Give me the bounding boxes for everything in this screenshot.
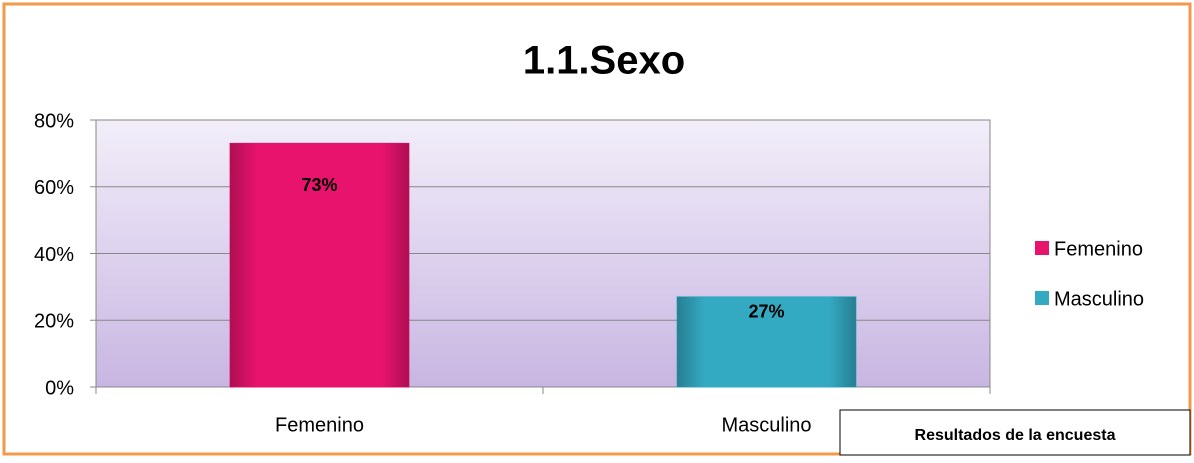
legend-label: Femenino — [1054, 238, 1143, 260]
y-tick-label: 40% — [34, 244, 74, 266]
y-tick-label: 60% — [34, 177, 74, 199]
chart-title: 1.1.Sexo — [523, 39, 685, 83]
y-tick-label: 0% — [45, 377, 74, 399]
annotation: Resultados de la encuesta — [915, 427, 1116, 444]
y-tick-label: 20% — [34, 311, 74, 333]
bar-shade — [677, 296, 856, 387]
bar-shade — [230, 143, 409, 387]
y-tick-label: 80% — [34, 110, 74, 132]
annotation-box — [839, 409, 1191, 456]
x-tick-label: Masculino — [721, 414, 811, 436]
value-label: 27% — [748, 302, 784, 322]
value-label: 73% — [301, 175, 337, 195]
legend-swatch — [1035, 291, 1049, 305]
x-tick-label: Femenino — [275, 414, 364, 436]
legend-label: Masculino — [1054, 288, 1144, 310]
legend-swatch — [1035, 241, 1049, 255]
